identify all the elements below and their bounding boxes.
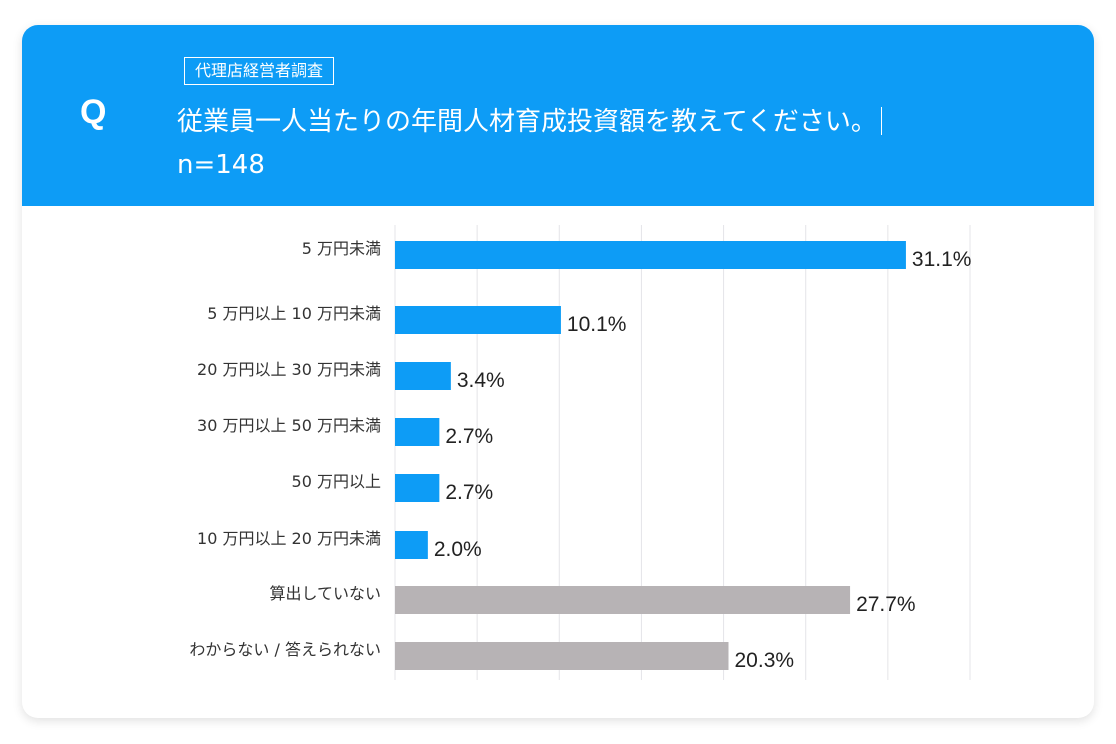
question-card: Q 代理店経営者調査 従業員一人当たりの年間人材育成投資額を教えてください。 n=… xyxy=(22,25,1094,718)
bar xyxy=(395,306,561,334)
bar xyxy=(395,362,451,390)
category-label: 5 万円以上 10 万円未満 xyxy=(207,304,381,323)
category-label: 50 万円以上 xyxy=(292,472,381,491)
bar xyxy=(395,586,851,614)
bar xyxy=(395,642,729,670)
data-label: 2.7% xyxy=(445,481,493,504)
category-label: 30 万円以上 50 万円未満 xyxy=(197,416,381,435)
data-label: 31.1% xyxy=(912,248,972,271)
question-header: Q 代理店経営者調査 従業員一人当たりの年間人材育成投資額を教えてください。 n=… xyxy=(22,25,1094,206)
survey-tag: 代理店経営者調査 xyxy=(184,57,335,85)
bar xyxy=(395,474,440,502)
category-label: 20 万円以上 30 万円未満 xyxy=(197,360,381,379)
category-label: 10 万円以上 20 万円未満 xyxy=(197,529,381,548)
bar xyxy=(395,418,440,446)
data-label: 27.7% xyxy=(856,593,916,616)
sample-size: n=148 xyxy=(177,150,265,180)
category-label: 5 万円未満 xyxy=(302,239,381,258)
question-title: 従業員一人当たりの年間人材育成投資額を教えてください。 n=148 xyxy=(177,101,897,187)
data-label: 2.7% xyxy=(445,425,493,448)
data-label: 2.0% xyxy=(434,538,482,561)
data-label: 3.4% xyxy=(457,369,505,392)
separator xyxy=(880,107,883,135)
bar xyxy=(395,241,906,269)
category-label: 算出していない xyxy=(269,584,381,603)
bar xyxy=(395,531,428,559)
question-text: 従業員一人当たりの年間人材育成投資額を教えてください。 xyxy=(177,107,877,137)
data-label: 20.3% xyxy=(735,649,795,672)
data-label: 10.1% xyxy=(567,313,627,336)
q-mark: Q xyxy=(80,93,107,131)
category-label: わからない / 答えられない xyxy=(189,640,381,659)
